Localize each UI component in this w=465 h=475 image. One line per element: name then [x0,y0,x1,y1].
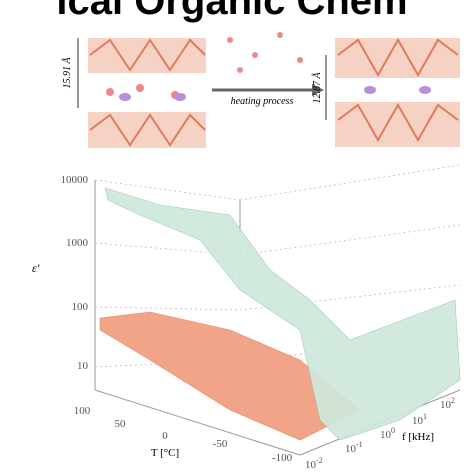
f-tick-exp: -1 [356,440,363,449]
t-tick-label: 100 [74,405,91,417]
f-tick-base: 10 [412,415,424,427]
f-tick-base: 10 [380,429,392,441]
y-label: ε' [32,261,40,275]
f-tick-label: 102 [440,396,455,411]
f-tick-label: 101 [412,412,427,427]
f-tick-exp: 2 [451,396,455,405]
y-tick-label: 10000 [61,174,89,186]
t-tick-label: -100 [272,452,293,464]
heating-arrow [212,32,324,96]
f-tick-label: 10-2 [305,456,323,471]
f-tick-exp: 1 [423,412,427,421]
left-spacing: 15.91 Å [61,57,73,89]
right-spacing: 12.87 Å [311,72,323,104]
arrow-label: heating process [231,96,294,107]
t-label: T [°C] [151,447,179,459]
figure: ical Organic Chem 15.91 Å heating proces… [0,0,465,475]
crystal-left [78,38,206,148]
t-tick-label: -50 [213,438,228,450]
f-tick-base: 10 [345,443,357,455]
f-label: f [kHz] [402,431,434,443]
y-tick-label: 1000 [66,237,89,249]
f-tick-exp: -2 [316,456,323,465]
y-tick-label: 100 [72,301,89,313]
title: ical Organic Chem [56,0,407,23]
crystal-right [326,38,460,147]
f-tick-label: 10-1 [345,440,363,455]
t-tick-label: 0 [162,430,168,442]
f-tick-exp: 0 [391,426,395,435]
y-tick-label: 10 [77,360,89,372]
f-tick-base: 10 [305,459,317,471]
t-tick-label: 50 [115,418,127,430]
f-tick-label: 100 [380,426,395,441]
f-tick-base: 10 [440,399,452,411]
